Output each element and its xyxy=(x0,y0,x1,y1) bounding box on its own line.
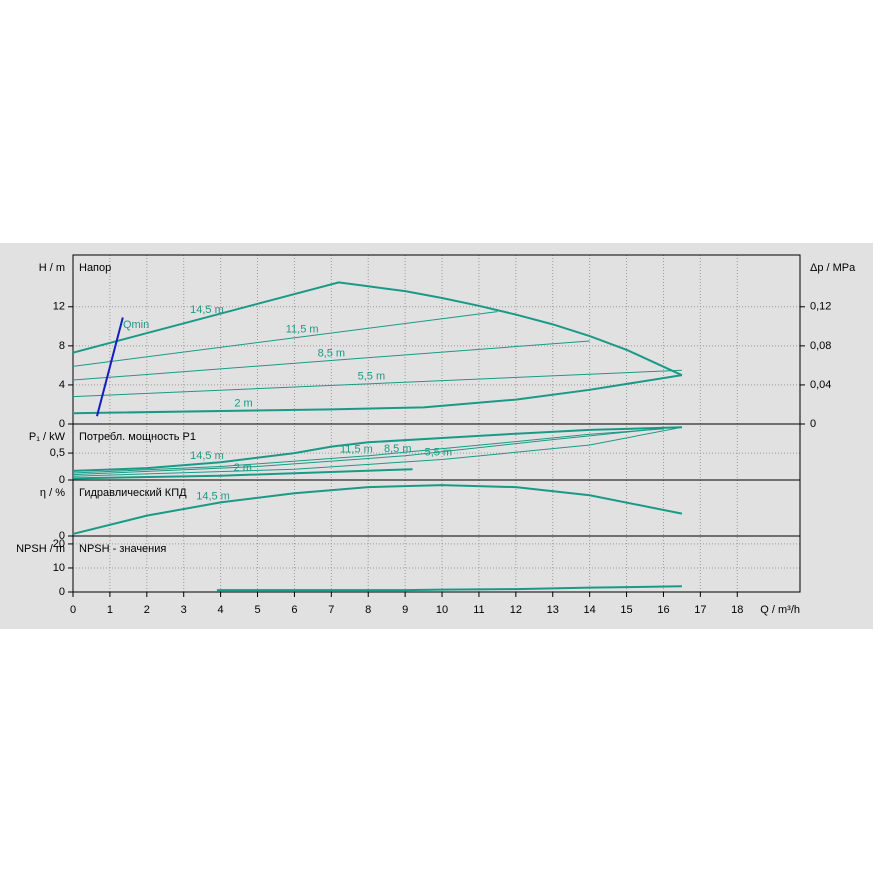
x-tick-label: 18 xyxy=(731,604,743,616)
curve xyxy=(216,585,682,592)
curve xyxy=(72,426,682,472)
curve-label: 14,5 m xyxy=(196,491,230,503)
x-tick-label: 0 xyxy=(70,604,76,616)
curve-label: 2 m xyxy=(234,462,252,474)
y-axis-label: η / % xyxy=(40,487,65,499)
curve xyxy=(72,369,682,398)
x-tick-label: 5 xyxy=(254,604,260,616)
panel-background xyxy=(0,243,873,629)
y-tick-label: 0 xyxy=(59,418,65,430)
y-tick-label: 8 xyxy=(59,340,65,352)
curve-label: 14,5 m xyxy=(190,450,224,462)
curve xyxy=(72,374,683,415)
x-tick-label: 13 xyxy=(547,604,559,616)
x-tick-label: 4 xyxy=(218,604,224,616)
curve-label: Qmin xyxy=(123,319,149,331)
curve-label: 14,5 m xyxy=(190,304,224,316)
curve-label: 8,5 m xyxy=(318,347,346,359)
x-tick-label: 1 xyxy=(107,604,113,616)
x-tick-label: 14 xyxy=(584,604,596,616)
curve-label: 5,5 m xyxy=(425,447,453,459)
y-tick-label: 4 xyxy=(59,379,65,391)
curve xyxy=(72,311,498,367)
x-tick-label: 2 xyxy=(144,604,150,616)
y-axis-label: NPSH / m xyxy=(16,543,65,555)
x-tick-label: 15 xyxy=(620,604,632,616)
x-tick-label: 12 xyxy=(510,604,522,616)
y-tick-label: 0 xyxy=(59,530,65,542)
x-tick-label: 16 xyxy=(657,604,669,616)
panel-title: NPSH - значения xyxy=(79,543,166,555)
panel-frame xyxy=(72,535,801,593)
y-tick-label: 10 xyxy=(53,562,65,574)
curve xyxy=(72,484,683,535)
y-tick-label: 0,5 xyxy=(50,447,65,459)
panel-title: Гидравлический КПД xyxy=(79,487,187,499)
x-tick-label: 10 xyxy=(436,604,448,616)
curve-label: 5,5 m xyxy=(358,371,386,383)
x-tick-label: 11 xyxy=(473,604,484,616)
y2-tick-label: 0,12 xyxy=(810,301,831,313)
curve-label: 8,5 m xyxy=(384,443,412,455)
x-axis-label: Q / m³/h xyxy=(760,604,800,616)
curve-label: 11,5 m xyxy=(340,444,373,456)
curve xyxy=(72,427,664,476)
y2-tick-label: 0,08 xyxy=(810,340,831,352)
x-tick-label: 17 xyxy=(694,604,706,616)
x-tick-label: 9 xyxy=(402,604,408,616)
y-axis-label: P₁ / kW xyxy=(29,431,66,443)
y-tick-label: 0 xyxy=(59,586,65,598)
x-tick-label: 3 xyxy=(181,604,187,616)
y2-tick-label: 0,04 xyxy=(810,379,831,391)
y-tick-label: 0 xyxy=(59,474,65,486)
x-tick-label: 7 xyxy=(328,604,334,616)
curve xyxy=(72,426,683,477)
y-axis-label: H / m xyxy=(39,262,65,274)
curve xyxy=(72,340,590,381)
x-tick-label: 6 xyxy=(291,604,297,616)
y-tick-label: 20 xyxy=(53,538,65,550)
curve xyxy=(72,428,664,474)
curve xyxy=(96,317,124,417)
y-tick-label: 12 xyxy=(53,301,65,313)
y2-axis-label: Δp / MPa xyxy=(810,262,856,274)
panel-title: Напор xyxy=(79,262,111,274)
curve xyxy=(72,281,683,377)
curve-label: 11,5 m xyxy=(286,324,319,336)
curve xyxy=(72,468,413,480)
y2-tick-label: 0 xyxy=(810,418,816,430)
curve-label: 2 m xyxy=(234,398,252,410)
x-tick-label: 8 xyxy=(365,604,371,616)
panel-title: Потребл. мощность P1 xyxy=(79,431,196,443)
